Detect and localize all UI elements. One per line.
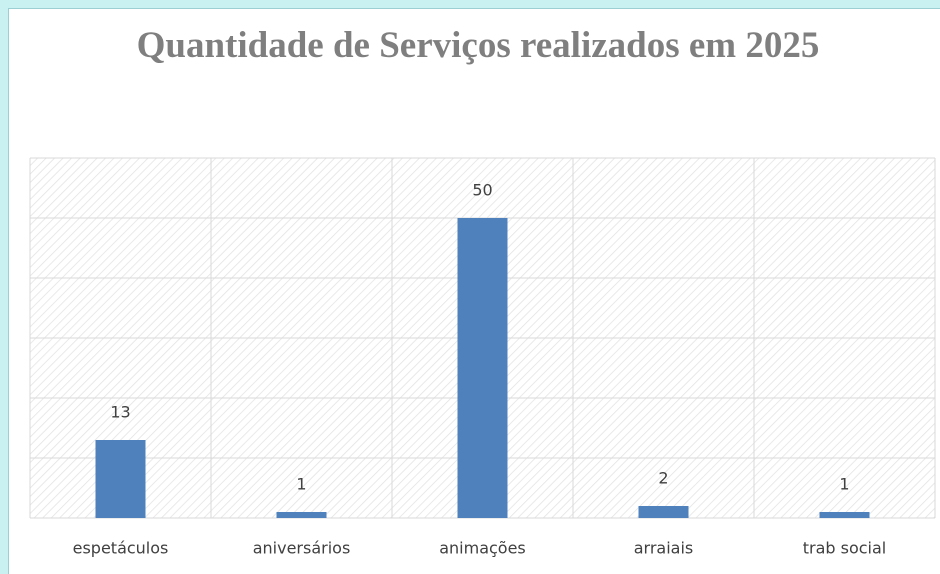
x-tick-label: aniversários (253, 539, 351, 558)
x-tick-label: trab social (803, 539, 887, 558)
data-label: 50 (472, 181, 492, 200)
bar (276, 512, 327, 518)
bar (95, 440, 146, 518)
bar (457, 218, 508, 518)
data-label: 1 (839, 475, 849, 494)
x-tick-label: animações (439, 539, 526, 558)
x-tick-label: espetáculos (73, 539, 169, 558)
data-label: 1 (296, 475, 306, 494)
data-label: 13 (110, 403, 130, 422)
bar (638, 506, 689, 518)
data-label: 2 (658, 469, 668, 488)
chart-title: Quantidade de Serviços realizados em 202… (136, 25, 820, 66)
x-tick-label: arraiais (634, 539, 694, 558)
bar (819, 512, 870, 518)
